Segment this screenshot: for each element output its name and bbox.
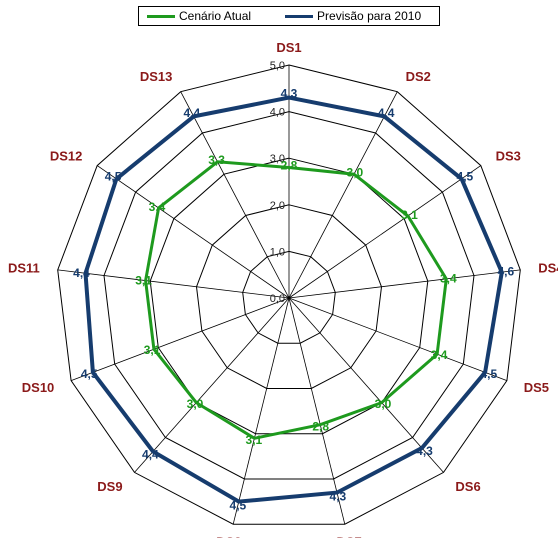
category-label: DS9 [97, 479, 122, 494]
legend: Cenário Atual Previsão para 2010 [138, 6, 440, 26]
legend-label-current: Cenário Atual [179, 9, 252, 23]
spoke-line [96, 165, 290, 299]
spoke-line [232, 297, 290, 525]
category-label: DS3 [496, 148, 521, 163]
data-label-current: 2,8 [312, 420, 329, 434]
data-label-forecast: 4,3 [416, 444, 433, 458]
spoke-line [180, 91, 290, 299]
spoke-line [288, 165, 482, 299]
legend-item-current: Cenário Atual [139, 9, 251, 23]
category-label: DS1 [276, 40, 301, 55]
data-label-forecast: 4,4 [378, 106, 395, 120]
data-label-current: 3,1 [135, 273, 152, 287]
spoke-line [288, 269, 521, 299]
data-label-current: 3,4 [431, 348, 448, 362]
data-label-forecast: 4,3 [330, 489, 347, 503]
data-label-forecast: 4,4 [73, 266, 90, 280]
data-label-current: 2,8 [281, 159, 298, 173]
data-label-forecast: 4,4 [184, 106, 201, 120]
data-label-forecast: 4,5 [105, 170, 122, 184]
data-label-current: 3,0 [187, 397, 204, 411]
data-label-forecast: 4,4 [142, 448, 159, 462]
spoke-line [70, 297, 290, 381]
data-label-current: 3,4 [149, 200, 166, 214]
radial-tick-label: 3,0 [270, 153, 285, 165]
category-label: DS6 [455, 479, 480, 494]
legend-label-forecast: Previsão para 2010 [317, 9, 422, 23]
radial-tick-label: 5,0 [270, 60, 285, 72]
spoke-line [288, 91, 398, 299]
legend-swatch-forecast [285, 14, 314, 18]
data-label-current: 3,3 [208, 153, 225, 167]
category-label: DS8 [216, 535, 241, 538]
radial-tick-label: 4,0 [270, 107, 285, 119]
data-label-forecast: 4,3 [281, 87, 298, 101]
spoke-line [57, 269, 290, 299]
spoke-line [134, 297, 290, 473]
legend-swatch-current [147, 14, 175, 18]
radial-tick-label: 2,0 [270, 200, 285, 212]
category-label: DS13 [140, 69, 173, 84]
category-label: DS11 [8, 261, 40, 276]
category-label: DS4 [538, 261, 558, 276]
radial-tick-label: 0,0 [270, 293, 285, 305]
data-label-forecast: 4,5 [230, 499, 247, 513]
data-label-current: 3,1 [246, 433, 263, 447]
legend-item-forecast: Previsão para 2010 [277, 9, 421, 23]
data-label-current: 3,0 [347, 165, 364, 179]
series-current-line [144, 160, 448, 440]
category-label: DS2 [406, 69, 431, 84]
grid-ring [57, 64, 521, 525]
radial-tick-label: 1,0 [270, 246, 285, 258]
spoke-line [288, 297, 444, 473]
category-label: DS5 [524, 380, 549, 395]
spoke-line [288, 297, 346, 525]
data-label-forecast: 4,6 [497, 265, 514, 279]
data-label-current: 3,0 [375, 397, 392, 411]
data-label-forecast: 4,5 [480, 367, 497, 381]
grid-ring [149, 157, 429, 435]
category-label: DS12 [50, 148, 83, 163]
data-label-current: 3,1 [144, 343, 161, 357]
data-label-current: 3,4 [440, 272, 457, 286]
category-label: DS7 [336, 535, 361, 538]
grid-ring [103, 111, 475, 480]
grid-ring [195, 204, 383, 389]
series-forecast-line [83, 95, 504, 504]
data-label-forecast: 4,5 [457, 170, 474, 184]
grid-ring [242, 250, 336, 344]
category-label: DS10 [22, 380, 55, 395]
data-label-current: 3,1 [401, 208, 418, 222]
spoke-line [288, 297, 508, 381]
data-label-forecast: 4,5 [81, 367, 98, 381]
